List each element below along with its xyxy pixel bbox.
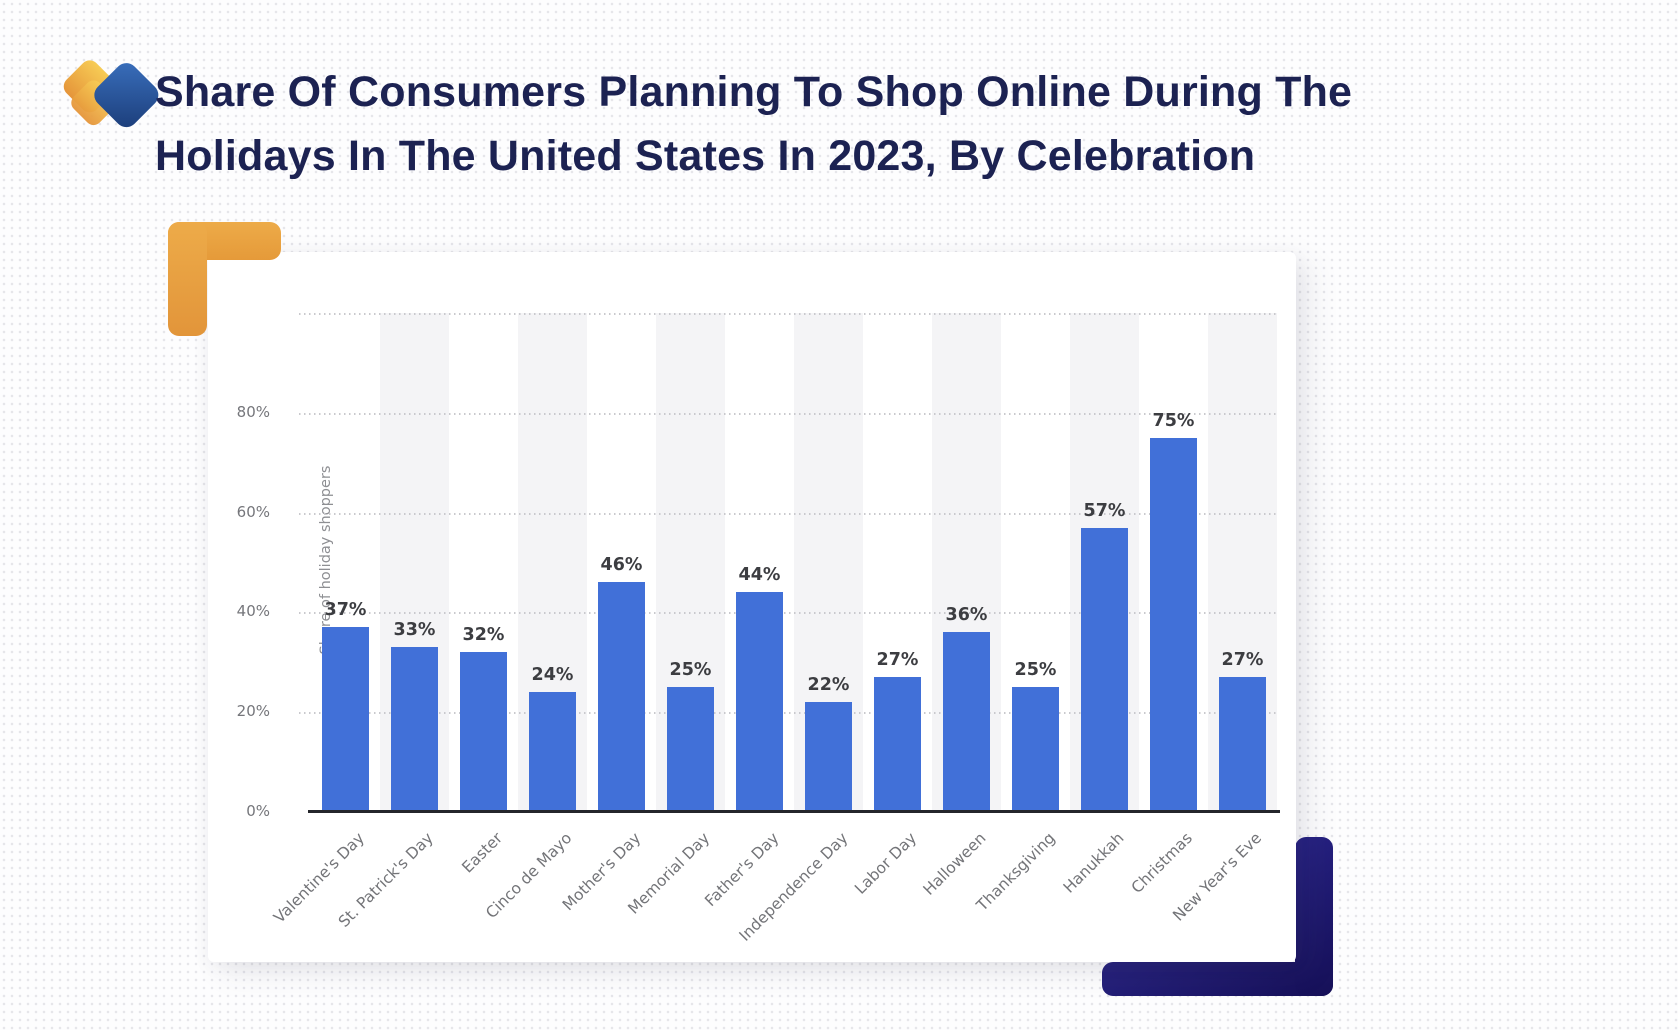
navy-corner-accent-vertical: [1295, 837, 1333, 996]
navy-corner-accent-horizontal: [1102, 962, 1333, 996]
bar-value-label: 46%: [600, 555, 643, 576]
x-axis-label: Christmas: [1128, 829, 1197, 897]
chart-card: Share of holiday shoppers 0% 20% 40% 60% 80%…: [208, 252, 1296, 962]
gridline: [299, 512, 1277, 515]
bar-value-label: 33%: [393, 620, 436, 641]
bar: [1012, 687, 1059, 812]
bar: [805, 702, 852, 812]
bar: [391, 647, 438, 812]
bar-value-label: 44%: [738, 565, 781, 586]
page-title-line-1: Share Of Consumers Planning To Shop Onli…: [155, 68, 1353, 116]
bar-value-label: 57%: [1083, 500, 1126, 521]
bar-value-label: 24%: [531, 665, 574, 686]
bar-value-label: 27%: [876, 650, 919, 671]
bar: [1150, 437, 1197, 812]
bar: [1081, 527, 1128, 812]
bar: [874, 677, 921, 812]
x-axis-label: Halloween: [919, 829, 990, 899]
bar-value-label: 36%: [945, 605, 988, 626]
y-tick-label: 60%: [236, 502, 270, 521]
bar-value-label: 32%: [462, 625, 505, 646]
orange-corner-accent-vertical: [168, 222, 207, 336]
y-tick-label: 20%: [236, 702, 270, 721]
bar-value-label: 22%: [807, 675, 850, 696]
gridline: [299, 712, 1277, 715]
brand-logo-icon: [63, 60, 159, 128]
bar: [460, 652, 507, 812]
gridline: [299, 612, 1277, 615]
bar-value-label: 75%: [1152, 410, 1195, 431]
bar-value-label: 25%: [669, 660, 712, 681]
bar: [322, 627, 369, 812]
bar: [529, 692, 576, 812]
bar: [1219, 677, 1266, 812]
bar: [736, 592, 783, 812]
bar-value-label: 25%: [1014, 660, 1057, 681]
x-axis-label: Hanukkah: [1059, 829, 1128, 897]
x-axis-label: Labor Day: [851, 829, 921, 898]
y-tick-label: 80%: [236, 402, 270, 421]
gridline: [299, 412, 1277, 415]
bar-value-label: 27%: [1221, 650, 1264, 671]
logo-blue-diamond: [94, 63, 159, 128]
page-title-line-2: Holidays In The United States In 2023, B…: [155, 132, 1256, 180]
x-axis-label: Easter: [458, 829, 507, 877]
y-tick-label: 40%: [236, 602, 270, 621]
bar-value-label: 37%: [324, 600, 367, 621]
bar: [598, 582, 645, 812]
page-title: Share Of Consumers Planning To Shop Onli…: [155, 60, 1555, 188]
bar: [943, 632, 990, 812]
x-axis-line: [308, 810, 1280, 813]
gridline: [299, 313, 1277, 315]
bar: [667, 687, 714, 812]
y-tick-label: 0%: [246, 802, 270, 820]
